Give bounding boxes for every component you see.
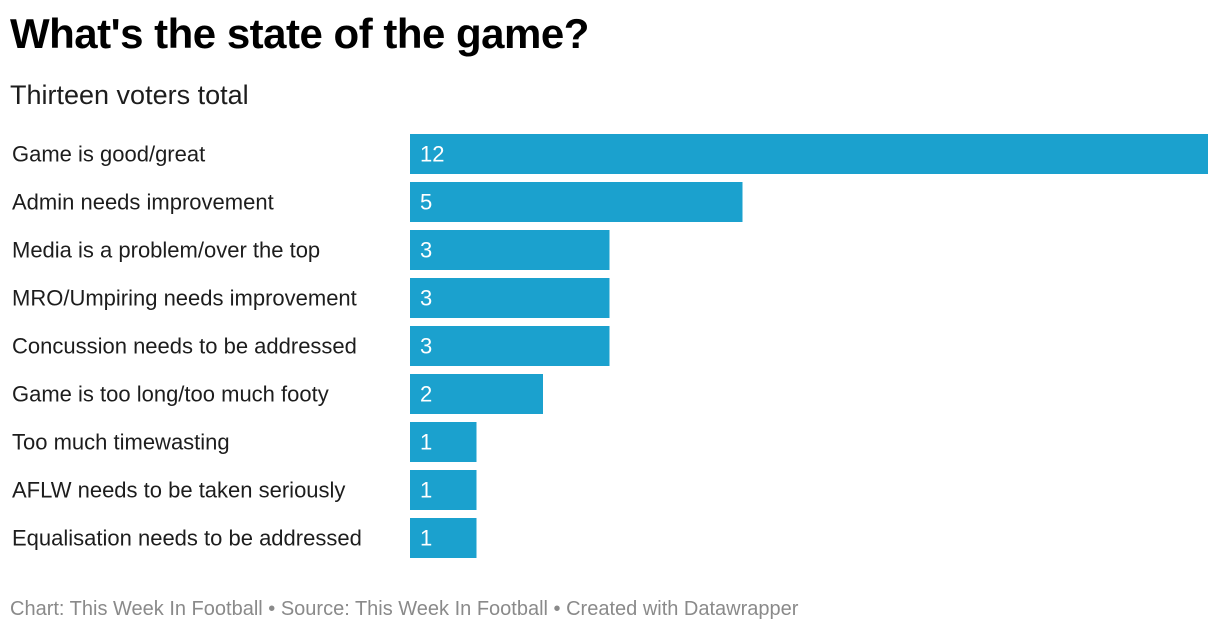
bar [410,326,610,366]
value-label: 12 [420,142,444,167]
bar [410,182,743,222]
value-label: 3 [420,334,432,359]
bar-row: AFLW needs to be taken seriously 1 [12,470,477,510]
chart-title: What's the state of the game? [10,10,589,57]
category-label: Media is a problem/over the top [12,238,320,263]
category-label: Equalisation needs to be addressed [12,526,362,551]
category-label: Too much timewasting [12,430,230,455]
bar-row: Game is good/great 12 [12,134,1208,174]
bar-row: Media is a problem/over the top 3 [12,230,610,270]
value-label: 3 [420,238,432,263]
category-label: MRO/Umpiring needs improvement [12,286,357,311]
category-label: AFLW needs to be taken seriously [12,478,345,503]
bar [410,230,610,270]
category-label: Concussion needs to be addressed [12,334,357,359]
bar-row: Concussion needs to be addressed 3 [12,326,610,366]
bar [410,374,543,414]
value-label: 2 [420,382,432,407]
chart-subtitle: Thirteen voters total [10,80,249,110]
bar [410,518,477,558]
bar [410,470,477,510]
value-label: 1 [420,430,432,455]
value-label: 5 [420,190,432,215]
value-label: 3 [420,286,432,311]
value-label: 1 [420,526,432,551]
category-label: Game is too long/too much footy [12,382,329,407]
bar-row: Admin needs improvement 5 [12,182,743,222]
bar-row: Equalisation needs to be addressed 1 [12,518,477,558]
bar-row: Game is too long/too much footy 2 [12,374,543,414]
bar [410,278,610,318]
value-label: 1 [420,478,432,503]
bar [410,422,477,462]
category-label: Admin needs improvement [12,190,274,215]
chart-footer: Chart: This Week In Football • Source: T… [10,598,799,620]
bar-row: MRO/Umpiring needs improvement 3 [12,278,610,318]
bar [410,134,1208,174]
category-label: Game is good/great [12,142,205,167]
bar-row: Too much timewasting 1 [12,422,477,462]
